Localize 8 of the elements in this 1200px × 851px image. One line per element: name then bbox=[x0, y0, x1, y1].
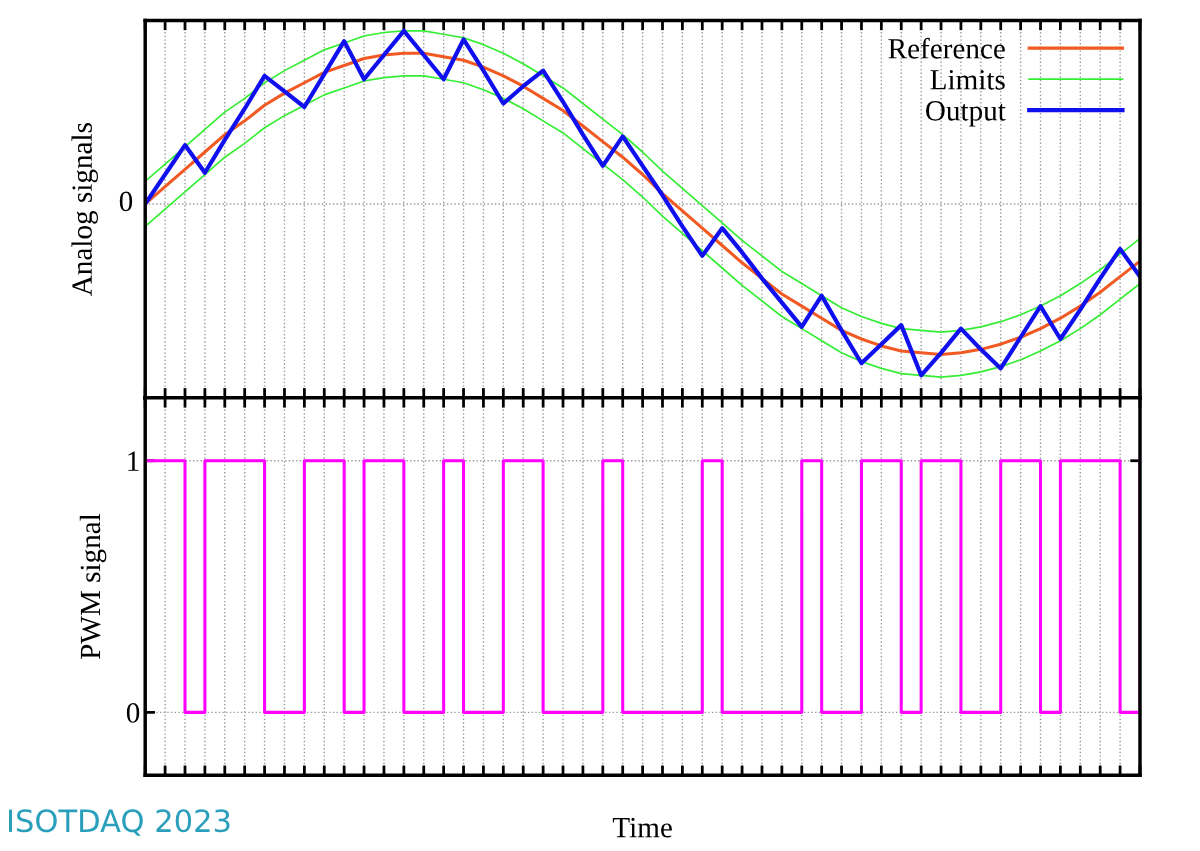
legend-label: Limits bbox=[930, 70, 1005, 90]
legend-label: Output bbox=[926, 101, 1006, 127]
y-axis-title: Analog signals bbox=[71, 123, 98, 296]
legend-label: Reference bbox=[888, 37, 1005, 59]
y-axis-title: PWM signal bbox=[79, 513, 107, 660]
y-tick-label: 1 bbox=[128, 451, 139, 471]
text: ISOTDAQ 2023 bbox=[9, 809, 230, 836]
x-axis-title: Time bbox=[612, 817, 672, 838]
